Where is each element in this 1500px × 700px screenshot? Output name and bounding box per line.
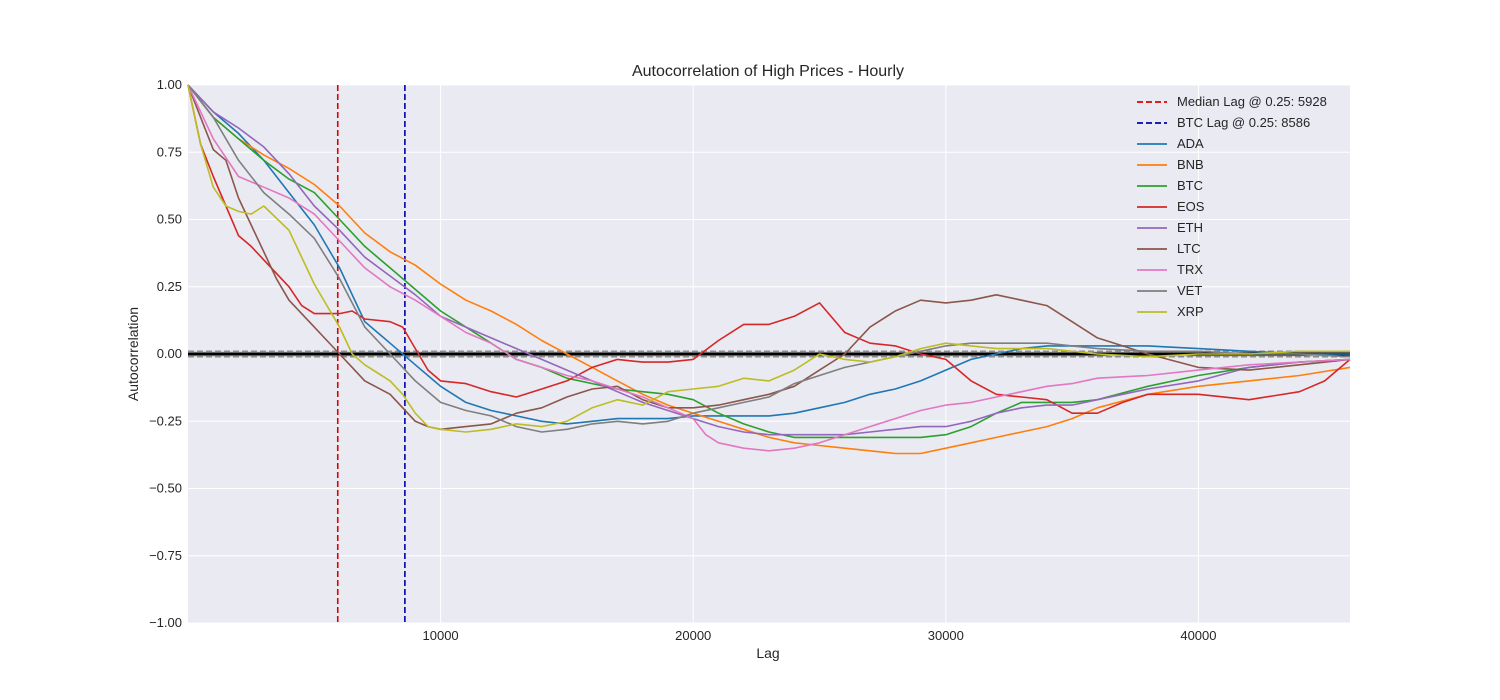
legend-label-trx: TRX [1177, 262, 1203, 277]
y-tick-label: −0.25 [149, 413, 182, 428]
y-tick-label: −0.75 [149, 548, 182, 563]
y-tick-label: −1.00 [149, 615, 182, 630]
y-tick-label: 0.25 [157, 279, 182, 294]
x-tick-label: 40000 [1180, 628, 1216, 643]
series-line-eth [187, 84, 1351, 436]
legend-label-vet: VET [1177, 283, 1202, 298]
legend-label-ada: ADA [1177, 136, 1204, 151]
series-line-eos [187, 84, 1351, 415]
y-tick-label: 0.75 [157, 144, 182, 159]
series-line-trx [187, 84, 1351, 452]
y-tick-label: 0.00 [157, 346, 182, 361]
legend-label-median-lag: Median Lag @ 0.25: 5928 [1177, 94, 1327, 109]
legend: Median Lag @ 0.25: 5928 BTC Lag @ 0.25: 8… [1137, 94, 1327, 319]
chart-title: Autocorrelation of High Prices - Hourly [632, 63, 904, 80]
y-axis-ticks: 1.00 0.75 0.50 0.25 0.00 −0.25 −0.50 −0.75 −1.00 [149, 77, 182, 630]
x-tick-label: 10000 [423, 628, 459, 643]
legend-label-btc: BTC [1177, 178, 1203, 193]
series-line-bnb [187, 84, 1351, 455]
legend-label-btc-lag: BTC Lag @ 0.25: 8586 [1177, 115, 1310, 130]
x-tick-label: 20000 [675, 628, 711, 643]
legend-label-xrp: XRP [1177, 304, 1204, 319]
series-lines [187, 84, 1351, 455]
legend-label-bnb: BNB [1177, 157, 1204, 172]
x-axis-label: Lag [756, 645, 779, 661]
y-tick-label: −0.50 [149, 481, 182, 496]
y-tick-label: 0.50 [157, 212, 182, 227]
y-tick-label: 1.00 [157, 77, 182, 92]
legend-label-eos: EOS [1177, 199, 1205, 214]
legend-label-ltc: LTC [1177, 241, 1201, 256]
x-tick-label: 30000 [928, 628, 964, 643]
series-line-vet [187, 84, 1351, 433]
y-axis-label: Autocorrelation [125, 307, 141, 401]
legend-label-eth: ETH [1177, 220, 1203, 235]
series-line-ada [187, 84, 1350, 425]
x-axis-ticks: 10000 20000 30000 40000 [423, 628, 1217, 643]
series-line-xrp [187, 84, 1350, 433]
